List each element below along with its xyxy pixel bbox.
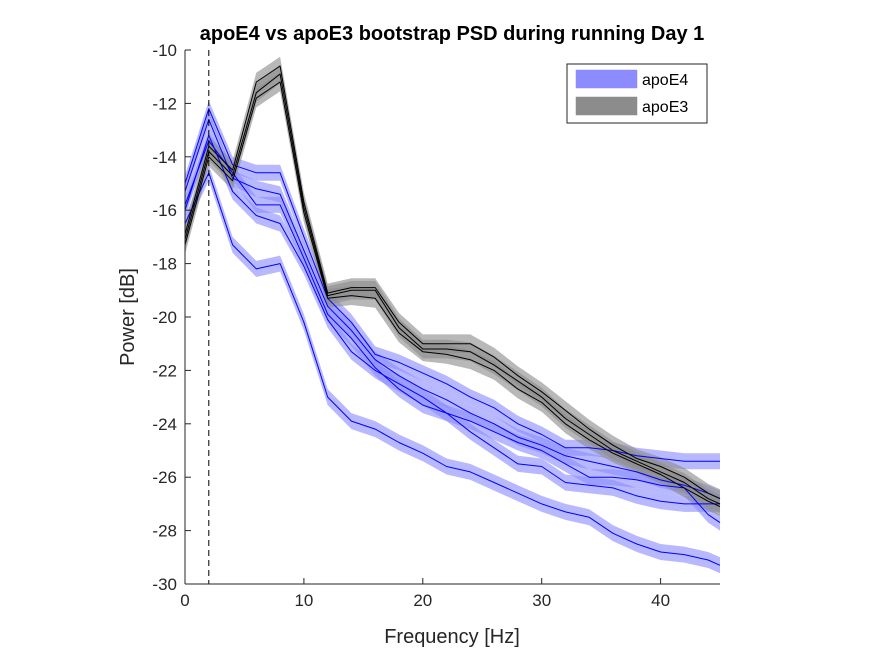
y-tick-label: -18 (152, 255, 177, 274)
x-tick-label: 10 (294, 591, 313, 610)
x-axis-label: Frequency [Hz] (384, 626, 520, 648)
apoe4-band-3 (185, 132, 720, 531)
y-tick-label: -20 (152, 308, 177, 327)
apoe4-line-3 (184, 140, 721, 524)
ci-bands (185, 56, 720, 574)
apoe3-line-3 (184, 81, 721, 508)
x-tick-label: 20 (413, 591, 432, 610)
legend-label-apoe4: apoE4 (642, 72, 688, 89)
x-tick-label: 0 (180, 591, 189, 610)
apoe3-line-2 (184, 73, 721, 505)
y-tick-label: -24 (152, 415, 177, 434)
chart-title: apoE4 vs apoE3 bootstrap PSD during runn… (200, 23, 705, 45)
y-tick-label: -26 (152, 468, 177, 487)
apoe3-band-2 (185, 64, 720, 514)
apoe4-line-1 (184, 108, 720, 462)
y-axis-label: Power [dB] (117, 268, 139, 366)
apoe3-line-1 (184, 65, 721, 500)
x-tick-label: 40 (651, 591, 670, 610)
apoe4-line-4 (184, 134, 720, 505)
y-tick-label: -10 (152, 41, 177, 60)
x-tick-label: 30 (532, 591, 551, 610)
y-tick-label: -22 (152, 361, 177, 380)
y-tick-label: -14 (152, 148, 177, 167)
y-tick-label: -28 (152, 522, 177, 541)
apoe4-line-5 (184, 172, 721, 566)
legend-swatch-apoe4 (575, 69, 638, 89)
y-tick-label: -30 (152, 575, 177, 594)
y-tick-label: -16 (152, 201, 177, 220)
legend-label-apoe3: apoE3 (642, 99, 688, 116)
apoe4-line-2 (184, 118, 721, 500)
legend: apoE4 apoE3 (566, 63, 708, 124)
y-tick-label: -12 (152, 94, 177, 113)
apoe3-band-1 (185, 56, 720, 508)
axes: 0 10 20 30 40 -30 -28 -26 -24 -22 -20 -18 -16 -14 -12 -… (152, 41, 720, 610)
legend-swatch-apoe3 (575, 96, 638, 116)
apoe3-band-3 (185, 72, 720, 516)
psd-lines (184, 65, 721, 566)
